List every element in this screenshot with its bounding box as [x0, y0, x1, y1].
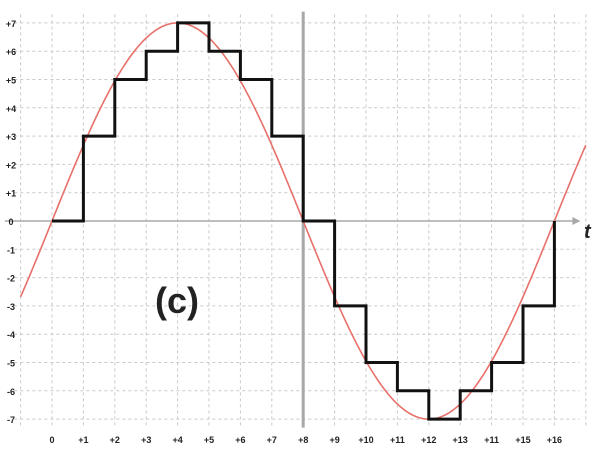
- x-tick-label: +2: [110, 435, 120, 445]
- y-tick-label: -4: [7, 330, 15, 340]
- series-group: [19, 21, 587, 421]
- x-tick-label: +3: [141, 435, 151, 445]
- x-tick-label: +15: [515, 435, 530, 445]
- x-tick-label: +13: [453, 435, 468, 445]
- panel-label: (c): [155, 280, 199, 321]
- x-tick-label: +5: [204, 435, 214, 445]
- x-tick-label: +16: [547, 435, 562, 445]
- y-tick-label: -2: [7, 274, 15, 284]
- axes: [4, 11, 581, 428]
- y-tick-label: +1: [6, 189, 16, 199]
- y-tick-label: -6: [7, 387, 15, 397]
- y-tick-label: +5: [6, 76, 16, 86]
- y-tick-labels: +7 +6 +5 +4 +3 +2 +1 0 -1 -2 -3 -4 -5 -6 -7: [6, 19, 16, 425]
- y-tick-label: -3: [7, 302, 15, 312]
- y-tick-label: 0: [8, 217, 13, 227]
- x-tick-labels: 0 +1 +2 +3 +4 +5 +6 +7 +8 +9 +10 +11 +12 +13 +11 +15 +16: [49, 435, 562, 445]
- x-tick-label: +7: [267, 435, 277, 445]
- x-axis-arrow: [572, 217, 581, 225]
- x-tick-label: +10: [358, 435, 373, 445]
- x-tick-label: 0: [49, 435, 54, 445]
- y-tick-label: +7: [6, 19, 16, 29]
- y-tick-label: -5: [7, 359, 15, 369]
- y-tick-label: -1: [7, 245, 15, 255]
- x-tick-label: +8: [298, 435, 308, 445]
- x-tick-label: +4: [172, 435, 182, 445]
- x-tick-label: +11: [484, 435, 499, 445]
- x-tick-label: +6: [235, 435, 245, 445]
- x-axis-label: t: [584, 221, 592, 243]
- x-tick-label: +9: [329, 435, 339, 445]
- x-tick-label: +12: [421, 435, 436, 445]
- x-tick-label: +11: [390, 435, 405, 445]
- y-tick-label: +3: [6, 132, 16, 142]
- y-tick-label: +6: [6, 47, 16, 57]
- y-tick-label: +2: [6, 160, 16, 170]
- x-tick-label: +1: [78, 435, 88, 445]
- y-tick-label: -7: [7, 415, 15, 425]
- y-tick-label: +4: [6, 104, 16, 114]
